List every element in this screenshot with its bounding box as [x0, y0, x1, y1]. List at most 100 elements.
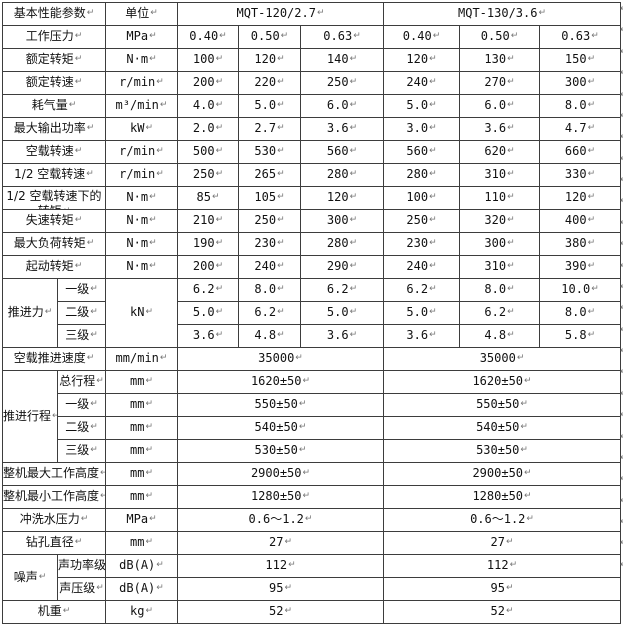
return-mark: ↵ — [86, 169, 94, 179]
value-cell: 300↵ — [539, 71, 622, 95]
value-cell: 0.63↵ — [299, 25, 385, 49]
return-mark: ↵ — [156, 583, 164, 593]
stage-label: 声压级↵ — [57, 577, 106, 601]
return-mark: ↵ — [277, 284, 285, 294]
return-mark: ↵ — [86, 353, 95, 363]
return-mark: ↵ — [349, 123, 358, 133]
value-cell: 6.2↵ — [177, 278, 239, 302]
table-row: 整机最小工作高度↵ mm↵ 1280±50↵ 1280±50↵ — [2, 485, 622, 509]
return-mark: ↵ — [90, 445, 98, 455]
return-mark: ↵ — [74, 146, 83, 156]
value-cell: 660↵ — [539, 140, 622, 164]
return-mark: ↵ — [505, 606, 514, 616]
return-mark: ↵ — [145, 468, 153, 478]
value-cell: 200↵ — [177, 71, 239, 95]
table-row: 噪声↵ 声功率级↵ dB(A)↵ 112↵ 112↵ — [2, 554, 622, 601]
return-mark: ↵ — [587, 77, 596, 87]
return-mark: ↵ — [63, 206, 71, 209]
return-mark: ↵ — [587, 215, 596, 225]
value-cell: 8.0↵ — [459, 278, 541, 302]
return-mark: ↵ — [277, 238, 285, 248]
value-cell-merged: 540±50↵ — [383, 416, 622, 440]
param-label: 空载推进速度↵ — [2, 347, 106, 371]
return-mark: ↵ — [44, 307, 53, 317]
value-cell-merged: 1620±50↵ — [176, 370, 385, 394]
return-mark: ↵ — [298, 422, 307, 432]
row-end-return-mark: ↵ — [620, 517, 623, 527]
return-mark: ↵ — [526, 514, 534, 524]
return-mark: ↵ — [74, 77, 83, 87]
return-mark: ↵ — [284, 606, 292, 616]
return-mark: ↵ — [145, 445, 153, 455]
table-row: 声压级↵ dB(A)↵ 95↵ 95↵ — [3, 577, 622, 601]
row-end-return-mark: ↵ — [620, 453, 623, 463]
value-cell-merged: 550±50↵ — [176, 393, 385, 417]
return-mark: ↵ — [145, 399, 153, 409]
return-mark: ↵ — [302, 468, 311, 478]
value-cell: 120↵ — [299, 186, 385, 210]
return-mark: ↵ — [150, 8, 158, 18]
return-mark: ↵ — [80, 514, 89, 524]
return-mark: ↵ — [215, 238, 224, 248]
return-mark: ↵ — [277, 215, 285, 225]
value-cell: 3.6↵ — [383, 324, 461, 348]
stage-label: 二级↵ — [57, 301, 106, 325]
param-label: 额定转矩↵ — [2, 48, 106, 72]
table-row: 1/2 空载转速下的转矩↵ N·m↵ 85↵ 105↵ 120↵ 100↵ 11… — [2, 186, 622, 210]
param-label: 1/2 空载转速↵ — [2, 163, 106, 187]
return-mark: ↵ — [429, 123, 437, 133]
return-mark: ↵ — [86, 123, 95, 133]
unit-cell: mm↵ — [105, 531, 178, 555]
return-mark: ↵ — [587, 330, 596, 340]
value-cell: 200↵ — [177, 255, 239, 279]
return-mark: ↵ — [90, 399, 98, 409]
value-cell: 210↵ — [177, 209, 239, 233]
row-end-return-mark: ↵ — [620, 218, 623, 228]
table-row: 最大负荷转矩↵ N·m↵ 190↵ 230↵ 280↵ 230↵ 300↵ 38… — [2, 232, 622, 256]
row-end-return-mark: ↵ — [620, 132, 623, 142]
value-cell: 2.7↵ — [238, 117, 301, 141]
value-cell: 110↵ — [459, 186, 541, 210]
return-mark: ↵ — [349, 238, 358, 248]
return-mark: ↵ — [90, 330, 98, 340]
value-cell-merged: 530±50↵ — [383, 439, 622, 463]
return-mark: ↵ — [429, 284, 437, 294]
return-mark: ↵ — [96, 376, 104, 386]
unit-cell: N·m↵ — [105, 186, 178, 210]
value-cell-merged: 0.6～1.2↵ — [383, 508, 622, 532]
stage-label: 声功率级↵ — [57, 554, 106, 578]
row-end-return-mark: ↵ — [620, 346, 623, 356]
table-row: 二级↵ mm↵ 540±50↵ 540±50↵ — [3, 416, 622, 440]
return-mark: ↵ — [353, 31, 361, 41]
unit-cell: r/min↵ — [105, 140, 178, 164]
return-mark: ↵ — [304, 514, 313, 524]
return-mark: ↵ — [215, 54, 224, 64]
return-mark: ↵ — [509, 560, 518, 570]
return-mark: ↵ — [507, 169, 515, 179]
value-cell-merged: 1280±50↵ — [176, 485, 385, 509]
return-mark: ↵ — [280, 31, 289, 41]
value-cell: 4.7↵ — [539, 117, 622, 141]
return-mark: ↵ — [277, 100, 285, 110]
return-mark: ↵ — [149, 215, 157, 225]
unit-cell: mm↵ — [105, 393, 178, 417]
group-label-noise: 噪声↵ — [2, 554, 58, 601]
return-mark: ↵ — [74, 215, 83, 225]
return-mark: ↵ — [429, 307, 437, 317]
return-mark: ↵ — [587, 100, 596, 110]
row-end-return-mark: ↵ — [620, 4, 623, 14]
return-mark: ↵ — [587, 169, 596, 179]
return-mark: ↵ — [215, 100, 224, 110]
row-end-return-mark: ↵ — [620, 47, 623, 57]
stage-label: 三级↵ — [57, 439, 106, 463]
return-mark: ↵ — [145, 123, 153, 133]
value-cell: 120↵ — [539, 186, 622, 210]
return-mark: ↵ — [429, 330, 437, 340]
return-mark: ↵ — [349, 215, 358, 225]
return-mark: ↵ — [510, 31, 519, 41]
return-mark: ↵ — [429, 192, 437, 202]
stage-label: 二级↵ — [57, 416, 106, 440]
return-mark: ↵ — [507, 146, 515, 156]
table-row: 耗气量↵ m³/min↵ 4.0↵ 5.0↵ 6.0↵ 5.0↵ 6.0↵ 8.… — [2, 94, 622, 118]
value-cell: 310↵ — [459, 255, 541, 279]
